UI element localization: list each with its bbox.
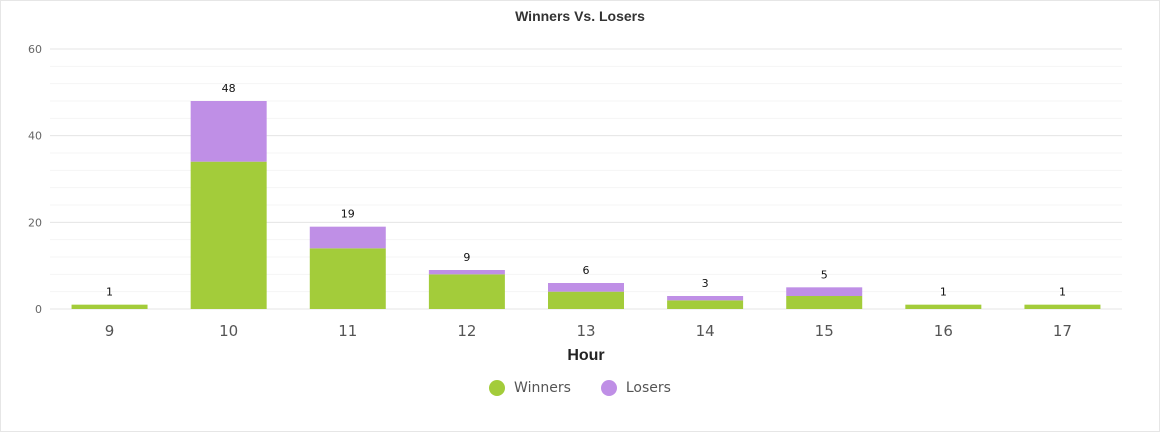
chart-title: Winners Vs. Losers xyxy=(515,8,645,24)
x-tick-label-12: 12 xyxy=(457,322,476,340)
data-label-total-16: 1 xyxy=(940,286,947,299)
bar-winners-17[interactable] xyxy=(1024,304,1101,309)
bar-winners-14[interactable] xyxy=(667,300,744,309)
data-label-total-10: 48 xyxy=(222,82,236,95)
y-tick-label: 60 xyxy=(28,43,42,56)
y-tick-label: 20 xyxy=(28,216,42,229)
bar-losers-15[interactable] xyxy=(786,287,863,296)
y-tick-label: 40 xyxy=(28,130,42,143)
data-label-total-13: 6 xyxy=(583,264,590,277)
data-label-total-9: 1 xyxy=(106,286,113,299)
bar-losers-10[interactable] xyxy=(190,101,267,162)
bar-winners-13[interactable] xyxy=(548,291,624,309)
x-axis-ticks: 9 10 11 12 13 14 15 16 17 xyxy=(105,322,1072,340)
bar-winners-10[interactable] xyxy=(190,161,267,309)
x-tick-label-13: 13 xyxy=(576,322,595,340)
x-tick-label-15: 15 xyxy=(815,322,834,340)
legend-item-losers[interactable]: Losers xyxy=(600,380,671,396)
bar-losers-11[interactable] xyxy=(309,226,386,249)
data-label-total-12: 9 xyxy=(463,251,470,264)
x-tick-label-14: 14 xyxy=(696,322,715,340)
bar-winners-11[interactable] xyxy=(309,248,386,309)
legend-item-winners[interactable]: Winners xyxy=(489,380,571,396)
x-axis-title: Hour xyxy=(567,347,604,364)
y-tick-label: 0 xyxy=(35,303,42,316)
legend-label-winners: Winners xyxy=(514,380,571,396)
data-label-total-11: 19 xyxy=(341,208,355,221)
bar-losers-12[interactable] xyxy=(428,270,505,275)
data-label-total-14: 3 xyxy=(702,277,709,290)
bar-winners-12[interactable] xyxy=(428,274,505,309)
legend: Winners Losers xyxy=(0,380,1160,396)
bar-losers-14[interactable] xyxy=(667,296,744,301)
legend-marker-winners xyxy=(489,380,506,396)
data-label-total-15: 5 xyxy=(821,268,828,281)
bar-losers-13[interactable] xyxy=(548,283,624,292)
bars xyxy=(71,101,1101,309)
x-tick-label-16: 16 xyxy=(934,322,953,340)
x-tick-label-9: 9 xyxy=(105,322,115,340)
x-tick-label-10: 10 xyxy=(219,322,238,340)
data-label-total-17: 1 xyxy=(1059,286,1066,299)
legend-label-losers: Losers xyxy=(625,380,671,396)
bar-winners-9[interactable] xyxy=(71,304,148,309)
bar-winners-16[interactable] xyxy=(905,304,982,309)
x-tick-label-11: 11 xyxy=(338,322,357,340)
x-tick-label-17: 17 xyxy=(1053,322,1072,340)
legend-marker-losers xyxy=(600,380,617,396)
data-labels: 1 48 19 9 6 3 5 1 1 xyxy=(106,82,1066,299)
y-axis-ticks: 0 20 40 60 xyxy=(28,43,42,316)
bar-winners-15[interactable] xyxy=(786,296,863,309)
